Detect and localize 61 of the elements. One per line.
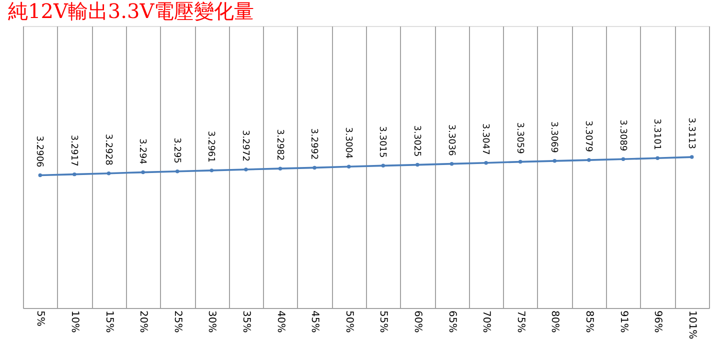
data-label: 3.2928 [102,134,113,166]
x-tick-label: 10% [68,310,80,333]
x-tick-label: 50% [343,310,354,333]
data-label: 3.3079 [582,120,593,152]
data-label: 3.2961 [206,130,216,162]
x-tick-label: 60% [412,310,423,333]
x-tick-label: 65% [446,310,458,333]
x-tick-label: 20% [138,310,149,333]
point [690,155,694,159]
data-label: 3.2906 [34,136,44,168]
data-label: 3.2972 [240,130,250,162]
point [244,168,248,172]
point [106,171,111,176]
data-label: 3.3089 [617,120,628,152]
point [656,156,660,160]
data-label: 3.2992 [308,128,319,160]
chart-title: 純12V輸出3.3V電壓變化量 [8,0,254,23]
data-label: 3.3059 [514,122,524,154]
data-label: 3.3069 [548,121,559,154]
x-tick-label: 25% [172,310,183,333]
point [518,160,522,164]
point [210,168,214,172]
x-tick-label: 40% [274,310,286,333]
x-tick-label: 5% [34,310,46,326]
point [72,172,76,176]
point [587,158,591,162]
x-tick-label: 15% [103,310,114,333]
point [278,166,282,170]
x-tick-label: 75% [514,310,526,333]
data-label: 3.3015 [377,126,388,158]
x-tick-label: 45% [309,310,320,333]
x-tick-label: 30% [206,310,218,333]
data-label: 3.2982 [274,129,284,161]
x-tick-label: 55% [378,310,389,333]
x-tick-label: 35% [240,310,252,333]
point [621,157,626,162]
x-tick-label: 85% [583,310,594,333]
data-label: 3.294 [137,138,148,165]
x-tick-label: 91% [618,310,629,333]
point [38,173,42,178]
data-label: 3.3025 [411,125,422,157]
data-label: 3.3036 [446,124,456,156]
data-label: 3.3101 [652,118,662,150]
point [552,159,557,163]
x-tick-label: 80% [549,310,560,333]
data-label: 3.2917 [68,134,78,166]
point [175,170,180,174]
point [450,162,454,166]
data-label: 3.3047 [480,123,490,155]
x-tick-label: 101% [686,310,698,340]
data-label: 3.3113 [686,118,696,150]
point [346,164,351,169]
x-tick-label: 70% [480,310,492,333]
point [312,166,316,170]
data-label: 3.3004 [342,127,353,159]
point [381,164,386,168]
point [416,162,420,167]
data-label: 3.295 [171,138,182,164]
x-tick-label: 96% [652,310,664,333]
point [484,160,488,165]
point [141,170,145,174]
